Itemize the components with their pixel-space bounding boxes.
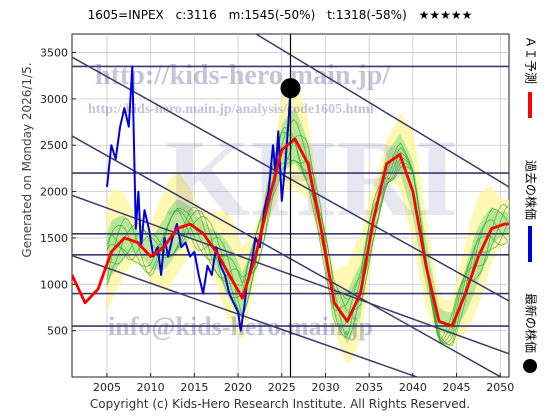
legend-label: ＡＩ予測	[524, 36, 538, 84]
series-lines	[72, 65, 509, 332]
rating-stars: ★★★★★	[418, 8, 473, 22]
ticker-label: 1605=INPEX	[87, 8, 164, 22]
series-line-ai-forecast	[72, 137, 509, 328]
scenario-line	[106, 127, 509, 341]
x-tick-label: 2040	[399, 381, 427, 394]
band-outer	[107, 78, 509, 364]
x-tick-label: 2030	[311, 381, 339, 394]
x-tick-label: 2025	[268, 381, 296, 394]
y-tick-label: 1500	[40, 232, 68, 245]
y-tick-label: 1000	[40, 278, 68, 291]
y-tick-label: 2500	[40, 139, 68, 152]
current-price-label: c:3116	[175, 8, 217, 22]
watermark-url: http://kids-hero.main.jp/	[95, 60, 391, 91]
axis-ticks: 2005 2010 2015 2020 2025 2030 2035 2040 2045 2050…	[40, 47, 514, 394]
x-tick-label: 2050	[486, 381, 514, 394]
series-line-past-price	[106, 65, 292, 332]
copyright-footer: Copyright (c) Kids-Hero Research Institu…	[89, 397, 471, 411]
legend-label: 過去の株価	[524, 160, 539, 220]
x-tick-label: 2045	[443, 381, 471, 394]
median-price-label: m:1545(-50%)	[228, 8, 316, 22]
x-tick-label: 2035	[355, 381, 383, 394]
y-tick-label: 2000	[40, 186, 68, 199]
current-marker	[280, 34, 301, 377]
y-tick-label: 500	[47, 325, 68, 338]
legend-swatch	[523, 359, 537, 373]
x-tick-label: 2005	[93, 381, 121, 394]
legend-label: 最新の株価	[524, 293, 539, 353]
y-tick-label: 3500	[40, 47, 68, 60]
y-tick-label: 3000	[40, 93, 68, 106]
x-tick-label: 2015	[180, 381, 208, 394]
x-tick-label: 2010	[137, 381, 165, 394]
x-tick-label: 2020	[224, 381, 252, 394]
target-price-label: t:1318(-58%)	[327, 8, 407, 22]
latest-price-point	[280, 78, 301, 99]
chart-header: 1605=INPEX c:3116 m:1545(-50%) t:1318(-5…	[0, 8, 560, 22]
